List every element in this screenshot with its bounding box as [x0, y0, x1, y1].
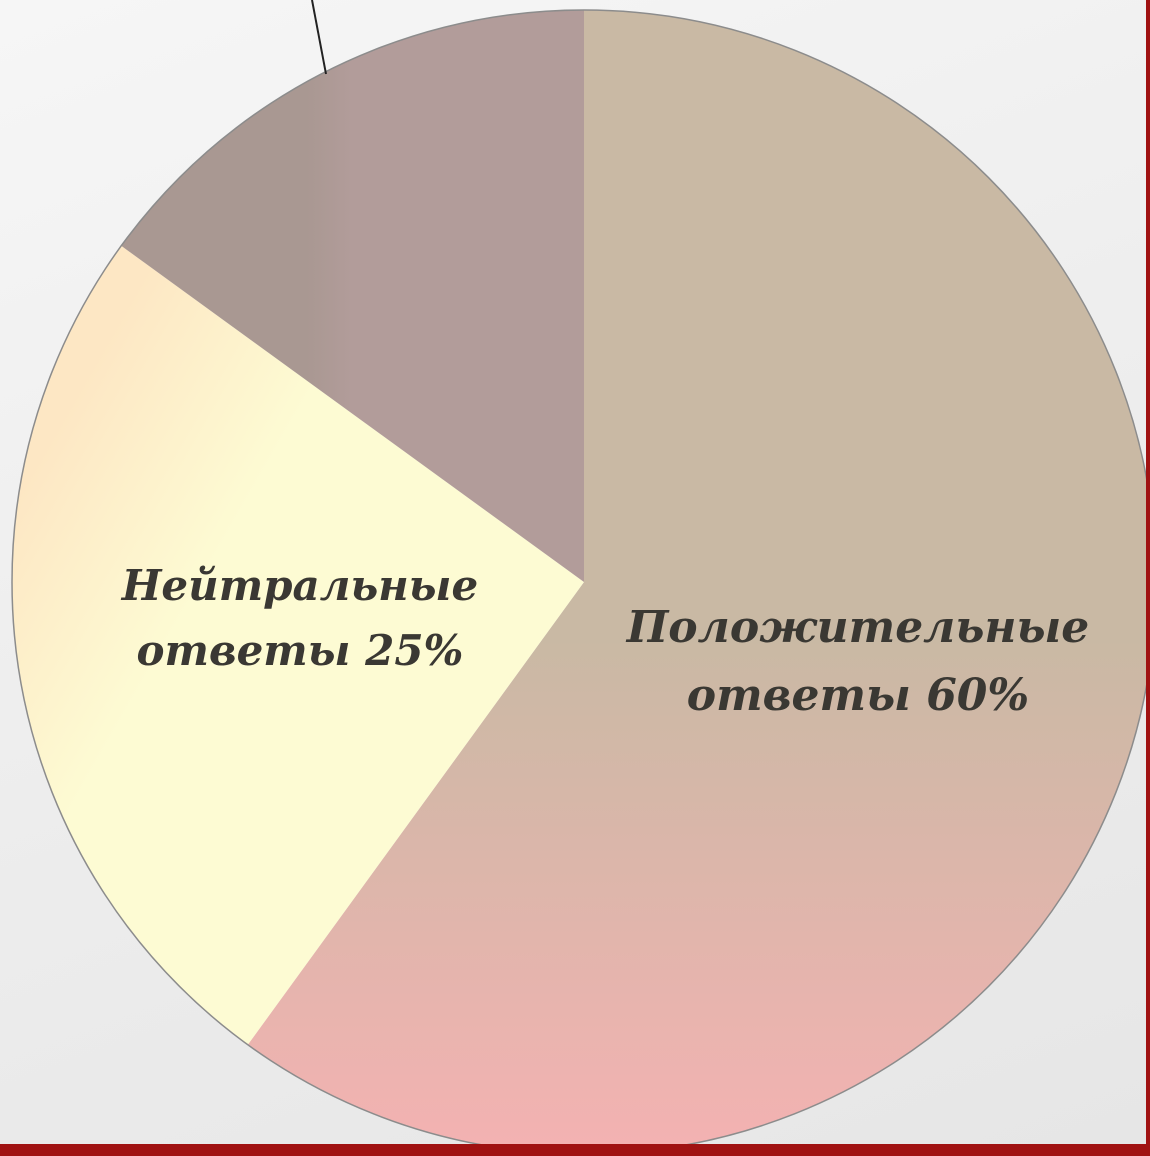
label-neutral-line: ответы 25%	[137, 626, 464, 675]
right-accent-rule	[1146, 0, 1150, 1156]
slice-neutral	[11, 245, 584, 1045]
label-neutral: Нейтральные ответы 25%	[121, 561, 479, 675]
label-neutral-line: Нейтральные	[121, 561, 479, 610]
label-positive-line: Положительные	[625, 602, 1090, 653]
slice-other	[121, 10, 585, 582]
slice-positive	[247, 10, 1150, 1154]
label-positive: Положительные ответы 60%	[625, 602, 1090, 721]
bottom-accent-rule	[0, 1144, 1150, 1156]
leader-line	[311, 0, 327, 75]
label-positive-line: ответы 60%	[687, 670, 1029, 721]
